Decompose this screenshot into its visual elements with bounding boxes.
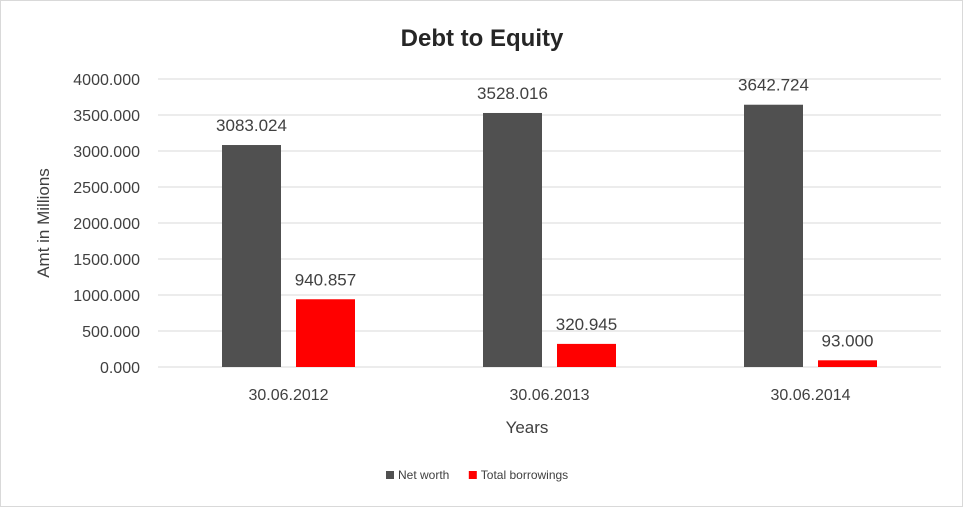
y-tick-label: 500.000	[82, 324, 140, 341]
data-label: 3642.724	[738, 76, 809, 95]
legend-label: Total borrowings	[481, 468, 568, 482]
data-label: 3528.016	[477, 84, 548, 103]
y-tick-label: 2500.000	[73, 180, 140, 197]
chart-title: Debt to Equity	[401, 25, 564, 52]
bars	[222, 104, 877, 367]
data-label: 940.857	[295, 270, 356, 289]
data-labels: 3083.024 940.857 3528.016 320.945 3642.724 93…	[216, 76, 873, 351]
legend-label: Net worth	[398, 468, 449, 482]
legend: Net worth Total borrowings	[386, 468, 568, 482]
x-tick-label: 30.06.2013	[509, 387, 589, 404]
y-tick-label: 2000.000	[73, 216, 140, 233]
x-axis-label: Years	[506, 418, 549, 437]
data-label: 320.945	[556, 315, 617, 334]
legend-swatch	[386, 471, 394, 479]
y-tick-label: 3500.000	[73, 108, 140, 125]
data-label: 93.000	[822, 331, 874, 350]
legend-swatch	[468, 471, 477, 479]
gridlines	[158, 78, 941, 368]
y-tick-label: 0.000	[100, 360, 140, 377]
y-tick-label: 3000.000	[73, 144, 140, 161]
y-tick-label: 1000.000	[73, 288, 140, 305]
bar-total-borrowings	[296, 299, 355, 367]
x-tick-label: 30.06.2012	[248, 387, 328, 404]
bar-net-worth	[483, 112, 542, 367]
x-tick-label: 30.06.2014	[770, 387, 850, 404]
y-tick-label: 1500.000	[73, 252, 140, 269]
data-label: 3083.024	[216, 116, 287, 135]
bar-total-borrowings	[818, 360, 877, 367]
y-axis-ticks: 0.000 500.000 1000.000 1500.000 2000.000 2500…	[73, 72, 140, 377]
bar-total-borrowings	[557, 343, 616, 367]
x-axis-ticks: 30.06.2012 30.06.2013 30.06.2014	[248, 387, 850, 404]
y-tick-label: 4000.000	[73, 72, 140, 89]
bar-net-worth	[222, 145, 281, 367]
y-axis-label: Amt in Millions	[34, 168, 53, 278]
bar-net-worth	[744, 104, 803, 367]
